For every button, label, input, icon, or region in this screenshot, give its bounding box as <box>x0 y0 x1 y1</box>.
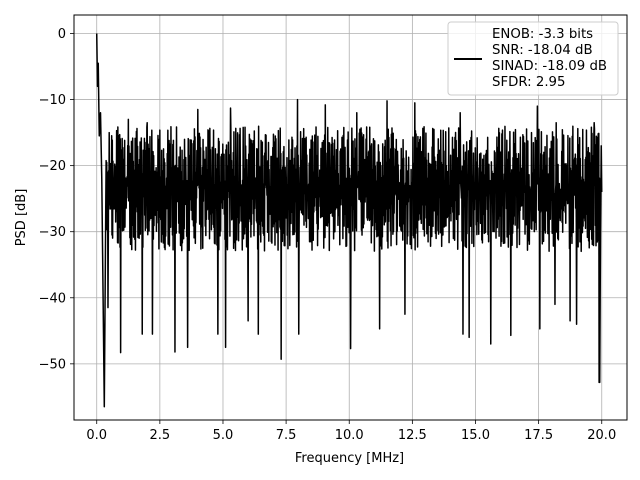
plot-frame <box>73 14 628 421</box>
y-tick-label: −50 <box>39 357 66 372</box>
x-tick-label: 5.0 <box>213 428 234 443</box>
y-axis-label: PSD [dB] <box>14 189 29 247</box>
y-tick-label: −20 <box>39 159 66 174</box>
x-tick-label: 17.5 <box>524 428 553 443</box>
axis-ticks: 0.0 2.5 5.0 7.5 10.0 12.5 15.0 17.5 20.0 0 −10 −20 −… <box>39 27 617 443</box>
legend-box <box>447 21 619 96</box>
legend-line-sfdr: SFDR: 2.95 <box>492 75 565 90</box>
legend: ENOB: -3.3 bits SNR: -18.04 dB SINAD: -1… <box>447 21 619 96</box>
legend-line-enob: ENOB: -3.3 bits <box>492 27 593 42</box>
y-tick-label: −30 <box>39 225 66 240</box>
x-tick-label: 2.5 <box>150 428 171 443</box>
series-layer <box>95 33 603 408</box>
x-tick-label: 15.0 <box>461 428 490 443</box>
x-tick-label: 12.5 <box>398 428 427 443</box>
x-axis-label: Frequency [MHz] <box>295 451 404 466</box>
y-tick-label: 0 <box>58 27 66 42</box>
y-tick-label: −10 <box>39 93 66 108</box>
legend-line-sinad: SINAD: -18.09 dB <box>492 59 607 74</box>
x-tick-label: 0.0 <box>86 428 107 443</box>
y-tick-label: −40 <box>39 291 66 306</box>
legend-line-snr: SNR: -18.04 dB <box>492 43 593 58</box>
x-tick-label: 7.5 <box>276 428 297 443</box>
x-tick-label: 20.0 <box>587 428 616 443</box>
psd-series-line <box>95 33 603 408</box>
x-tick-label: 10.0 <box>335 428 364 443</box>
